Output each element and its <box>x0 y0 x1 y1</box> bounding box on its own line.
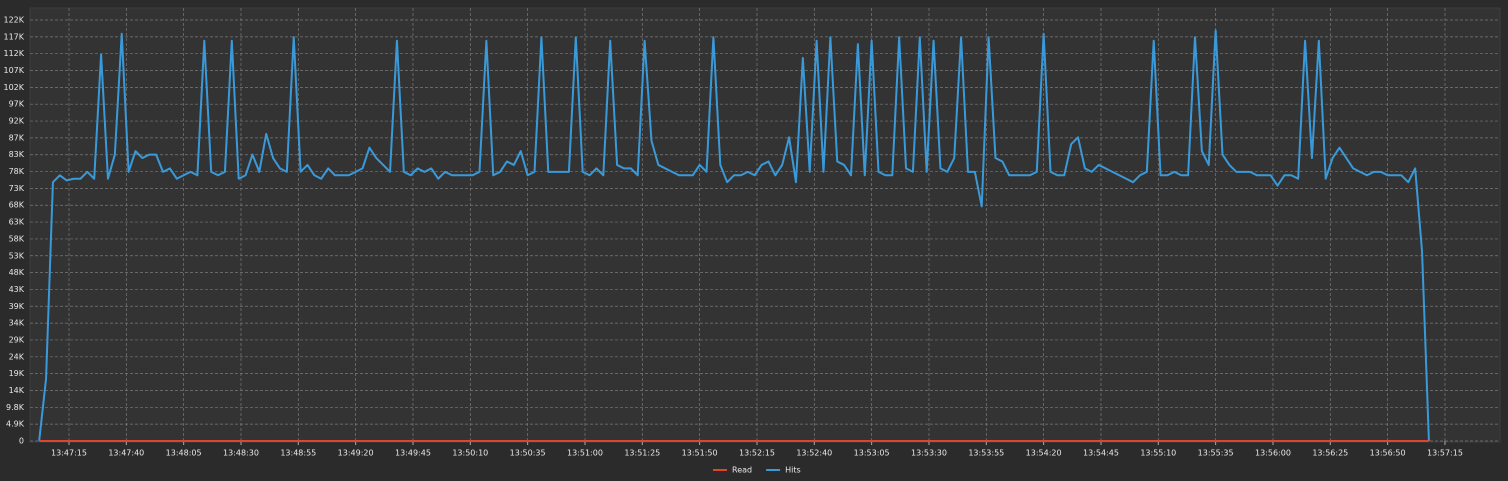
x-tick-label: 13:48:55 <box>280 449 316 458</box>
y-tick-label: 87K <box>9 133 25 142</box>
x-tick-label: 13:53:55 <box>968 449 1004 458</box>
y-tick-label: 39K <box>9 302 25 311</box>
x-tick-label: 13:51:25 <box>624 449 660 458</box>
x-tick-label: 13:50:35 <box>510 449 546 458</box>
x-tick-label: 13:56:25 <box>1312 449 1348 458</box>
y-tick-label: 63K <box>9 218 25 227</box>
y-tick-label: 43K <box>9 285 25 294</box>
y-tick-label: 9.8K <box>6 403 25 412</box>
y-tick-label: 4.9K <box>6 420 25 429</box>
x-tick-label: 13:47:15 <box>51 449 87 458</box>
y-tick-label: 83K <box>9 150 25 159</box>
y-tick-label: 78K <box>9 167 25 176</box>
y-tick-label: 14K <box>9 386 25 395</box>
legend-label: Hits <box>785 466 801 475</box>
y-tick-label: 34K <box>9 319 25 328</box>
x-tick-label: 13:48:30 <box>223 449 259 458</box>
x-tick-label: 13:54:45 <box>1083 449 1119 458</box>
x-tick-label: 13:53:30 <box>911 449 947 458</box>
x-tick-label: 13:47:40 <box>108 449 144 458</box>
x-tick-label: 13:49:45 <box>395 449 431 458</box>
x-tick-label: 13:54:20 <box>1026 449 1062 458</box>
y-tick-label: 117K <box>3 32 24 41</box>
x-tick-label: 13:55:35 <box>1198 449 1234 458</box>
y-tick-label: 102K <box>3 83 24 92</box>
x-tick-label: 13:56:50 <box>1370 449 1406 458</box>
x-tick-label: 13:49:20 <box>338 449 374 458</box>
y-tick-label: 92K <box>9 117 25 126</box>
x-tick-label: 13:50:10 <box>452 449 488 458</box>
x-tick-label: 13:51:00 <box>567 449 603 458</box>
x-tick-label: 13:52:15 <box>739 449 775 458</box>
y-tick-label: 112K <box>3 49 24 58</box>
y-tick-label: 19K <box>9 369 25 378</box>
x-tick-label: 13:52:40 <box>796 449 832 458</box>
x-tick-label: 13:55:10 <box>1140 449 1176 458</box>
y-tick-label: 0 <box>19 437 24 446</box>
x-tick-label: 13:48:05 <box>166 449 202 458</box>
y-tick-label: 97K <box>9 100 25 109</box>
x-tick-label: 13:57:15 <box>1427 449 1463 458</box>
y-tick-label: 53K <box>9 251 25 260</box>
y-tick-label: 107K <box>3 66 24 75</box>
y-tick-label: 24K <box>9 352 25 361</box>
series-line <box>38 29 1430 442</box>
y-tick-label: 68K <box>9 201 25 210</box>
y-tick-label: 29K <box>9 335 25 344</box>
x-tick-label: 13:51:50 <box>682 449 718 458</box>
legend-label: Read <box>732 466 752 475</box>
x-tick-label: 13:53:05 <box>854 449 890 458</box>
y-tick-label: 48K <box>9 268 25 277</box>
y-tick-label: 73K <box>9 184 25 193</box>
y-tick-label: 122K <box>3 16 24 25</box>
plot-area <box>29 7 1501 443</box>
y-tick-label: 58K <box>9 234 25 243</box>
x-tick-label: 13:56:00 <box>1255 449 1291 458</box>
